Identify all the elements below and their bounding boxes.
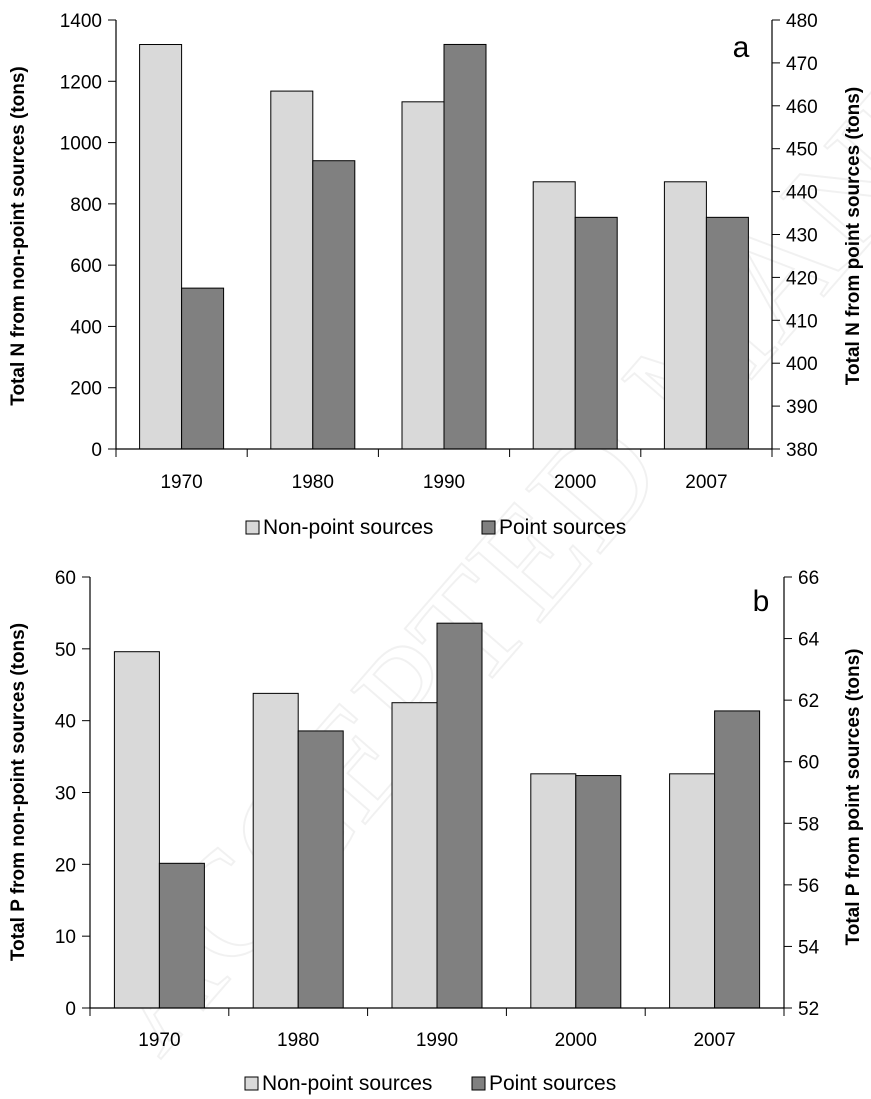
- y-tick-label-right-b-64: 64: [798, 630, 820, 651]
- y-tick-label-left-a-600: 600: [70, 256, 102, 277]
- legend-b: Non-point sources Point sources: [244, 1072, 616, 1095]
- x-tick-label-b-1990: 1990: [416, 1030, 458, 1051]
- legend-swatch-point-a: [481, 520, 496, 535]
- bar-point-b-1980: [297, 730, 344, 1009]
- legend-label-point-b: Point sources: [489, 1072, 616, 1095]
- y-axis-title-right-b: Total P from point sources (tons): [843, 649, 864, 946]
- bar-nonpoint-a-1970: [139, 44, 183, 450]
- y-axis-title-left-a: Total N from non-point sources (tons): [8, 66, 29, 406]
- x-tick-label-b-2000: 2000: [555, 1030, 597, 1051]
- bar-nonpoint-b-2000: [530, 773, 577, 1009]
- bar-point-a-1970: [181, 287, 225, 450]
- y-tick-label-right-a-480: 480: [786, 11, 818, 32]
- y-tick-label-left-a-1200: 1200: [60, 72, 102, 93]
- bar-nonpoint-b-1980: [252, 692, 299, 1009]
- bar-point-a-2007: [705, 216, 749, 450]
- bar-nonpoint-b-1990: [391, 702, 438, 1009]
- y-tick-label-left-a-0: 0: [91, 440, 102, 461]
- bar-nonpoint-b-2007: [669, 773, 716, 1009]
- y-tick-label-left-b-50: 50: [55, 640, 76, 661]
- y-tick-label-right-b-58: 58: [798, 814, 819, 835]
- bar-point-a-1990: [443, 43, 487, 450]
- y-tick-label-right-a-410: 410: [786, 311, 818, 332]
- bar-nonpoint-a-1990: [401, 101, 445, 450]
- y-axis-title-left-b: Total P from non-point sources (tons): [8, 623, 29, 961]
- x-tick-label-a-1970: 1970: [160, 472, 202, 493]
- y-tick-label-right-a-390: 390: [786, 397, 818, 418]
- axes-b: 1970 1980 1990 2000 2007 0 10 20 30 40 50 60 52 54 56 5…: [55, 568, 820, 1051]
- y-tick-label-left-a-1400: 1400: [60, 11, 102, 32]
- y-tick-label-left-b-0: 0: [65, 999, 76, 1020]
- panel-label-a: a: [733, 31, 750, 64]
- legend-label-point-a: Point sources: [499, 516, 626, 539]
- y-tick-label-left-a-1000: 1000: [60, 134, 102, 155]
- bar-nonpoint-a-2007: [663, 181, 707, 450]
- legend-label-nonpoint-b: Non-point sources: [262, 1072, 432, 1095]
- bar-nonpoint-a-1980: [270, 90, 314, 450]
- bars-b: [113, 622, 761, 1009]
- x-tick-label-a-2007: 2007: [685, 472, 727, 493]
- chart-panel-b: 1970 1980 1990 2000 2007 0 10 20 30 40 50 60 52 54 56 5…: [8, 568, 864, 1095]
- y-tick-label-right-b-52: 52: [798, 999, 819, 1020]
- y-tick-label-right-b-66: 66: [798, 568, 819, 589]
- bar-point-b-1970: [158, 862, 205, 1009]
- legend-swatch-nonpoint-b: [244, 1076, 259, 1091]
- chart-panel-a: 1970 1980 1990 2000 2007 0 200 400 600 800 1000 120…: [8, 11, 864, 539]
- y-tick-label-right-b-54: 54: [798, 937, 820, 958]
- x-tick-label-a-1990: 1990: [423, 472, 465, 493]
- x-tick-label-b-1970: 1970: [138, 1030, 180, 1051]
- y-tick-label-left-b-40: 40: [55, 712, 76, 733]
- y-tick-label-right-a-440: 440: [786, 183, 818, 204]
- bar-point-b-2007: [714, 710, 761, 1009]
- panel-label-b: b: [753, 585, 770, 618]
- x-tick-label-b-2007: 2007: [693, 1030, 735, 1051]
- y-tick-label-right-a-460: 460: [786, 97, 818, 118]
- bar-point-a-1980: [312, 160, 356, 450]
- y-tick-label-right-a-380: 380: [786, 440, 818, 461]
- y-tick-label-left-a-400: 400: [70, 317, 102, 338]
- y-tick-label-left-a-200: 200: [70, 379, 102, 400]
- y-tick-label-left-b-10: 10: [55, 927, 76, 948]
- bars-a: [139, 43, 749, 450]
- bar-nonpoint-a-2000: [532, 181, 576, 450]
- y-tick-label-left-a-800: 800: [70, 195, 102, 216]
- y-axis-title-right-a: Total N from point sources (tons): [843, 87, 864, 385]
- x-tick-label-a-1980: 1980: [292, 472, 334, 493]
- x-tick-label-b-1980: 1980: [277, 1030, 319, 1051]
- bar-point-b-2000: [575, 775, 622, 1009]
- y-tick-label-right-a-420: 420: [786, 268, 818, 289]
- legend-label-nonpoint-a: Non-point sources: [263, 516, 433, 539]
- x-tick-label-a-2000: 2000: [554, 472, 596, 493]
- legend-a: Non-point sources Point sources: [245, 516, 626, 539]
- bar-point-b-1990: [436, 622, 483, 1009]
- y-tick-label-right-a-400: 400: [786, 354, 818, 375]
- y-tick-label-right-a-470: 470: [786, 54, 818, 75]
- bar-nonpoint-b-1970: [113, 651, 160, 1009]
- legend-swatch-nonpoint-a: [245, 520, 260, 535]
- y-tick-label-right-b-62: 62: [798, 691, 819, 712]
- y-tick-label-left-b-60: 60: [55, 568, 76, 589]
- y-tick-label-left-b-20: 20: [55, 855, 76, 876]
- y-tick-label-right-b-56: 56: [798, 876, 819, 897]
- y-tick-label-right-a-430: 430: [786, 226, 818, 247]
- bar-point-a-2000: [574, 216, 618, 450]
- y-tick-label-left-b-30: 30: [55, 784, 76, 805]
- y-tick-label-right-b-60: 60: [798, 753, 819, 774]
- axes-a: 1970 1980 1990 2000 2007 0 200 400 600 800 1000 120…: [60, 11, 818, 493]
- y-tick-label-right-a-450: 450: [786, 140, 818, 161]
- legend-swatch-point-b: [471, 1076, 486, 1091]
